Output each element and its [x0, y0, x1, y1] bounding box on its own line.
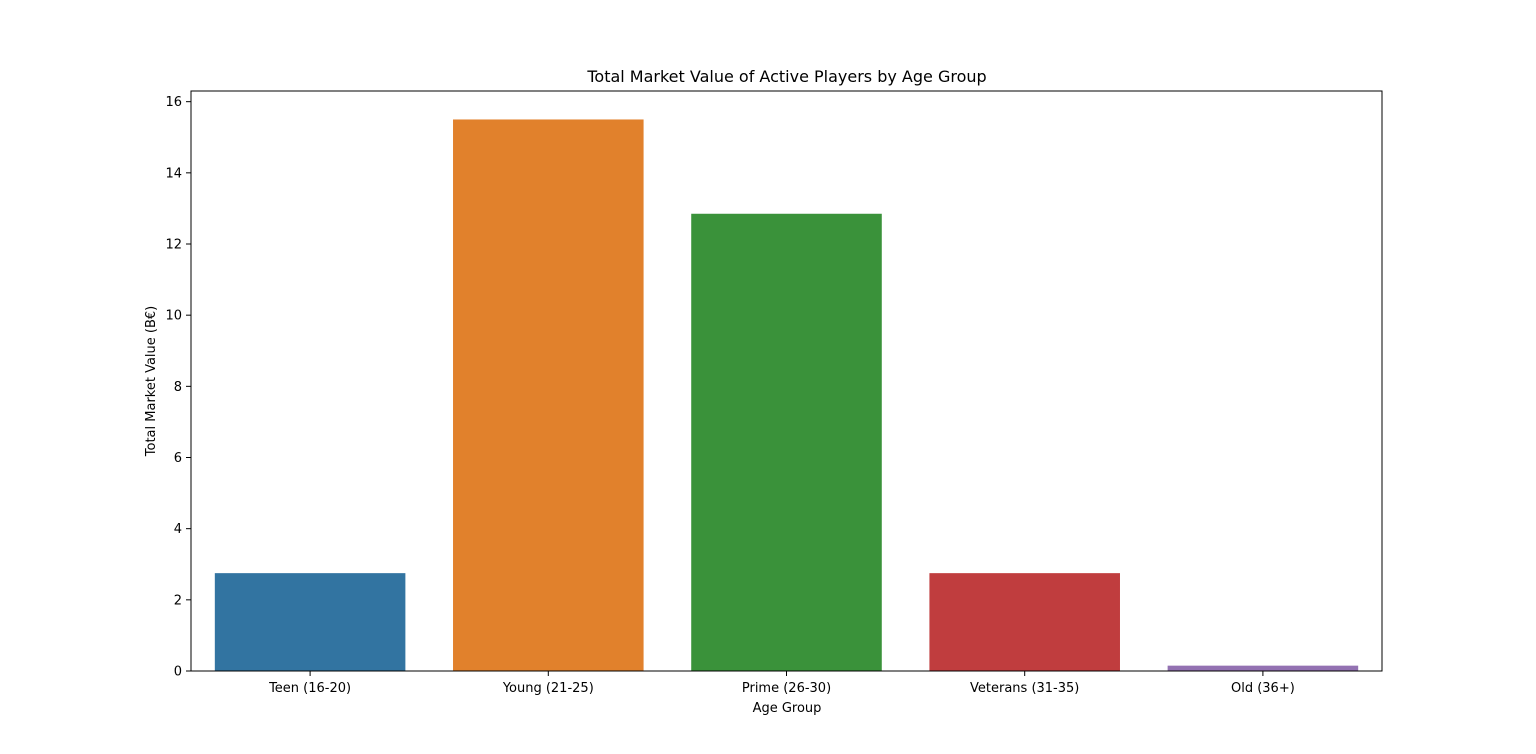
x-axis: Teen (16-20) Young (21-25) Prime (26-30) Ve… — [268, 671, 1295, 696]
y-tick-label: 16 — [165, 95, 182, 110]
bar-prime-26-30 — [691, 213, 882, 671]
y-tick-label: 0 — [174, 665, 182, 680]
y-tick-label: 14 — [165, 166, 182, 181]
x-tick-label: Young (21-25) — [502, 681, 594, 696]
chart-title: Total Market Value of Active Players by … — [586, 67, 986, 86]
bars-layer — [214, 119, 1359, 672]
bar-old-36 — [1167, 665, 1359, 671]
plot-frame — [190, 90, 1383, 672]
x-tick-label: Prime (26-30) — [742, 681, 831, 696]
x-tick-label: Veterans (31-35) — [970, 681, 1079, 696]
x-axis-label: Age Group — [753, 701, 822, 716]
y-tick-label: 4 — [174, 522, 182, 537]
x-tick-label: Old (36+) — [1231, 681, 1295, 696]
y-tick-label: 10 — [165, 309, 182, 324]
y-axis-label: Total Market Value (B€) — [144, 306, 159, 457]
y-tick-label: 6 — [174, 451, 182, 466]
x-tick-label: Teen (16-20) — [268, 681, 351, 696]
bar-young-21-25 — [453, 119, 644, 672]
y-tick-label: 8 — [174, 380, 182, 395]
y-axis: 0 2 4 6 8 10 12 14 16 — [165, 95, 191, 680]
y-tick-label: 12 — [165, 238, 182, 253]
bar-teen-16-20 — [214, 573, 406, 671]
y-tick-label: 2 — [174, 593, 182, 608]
bar-veterans-31-35 — [929, 573, 1120, 671]
